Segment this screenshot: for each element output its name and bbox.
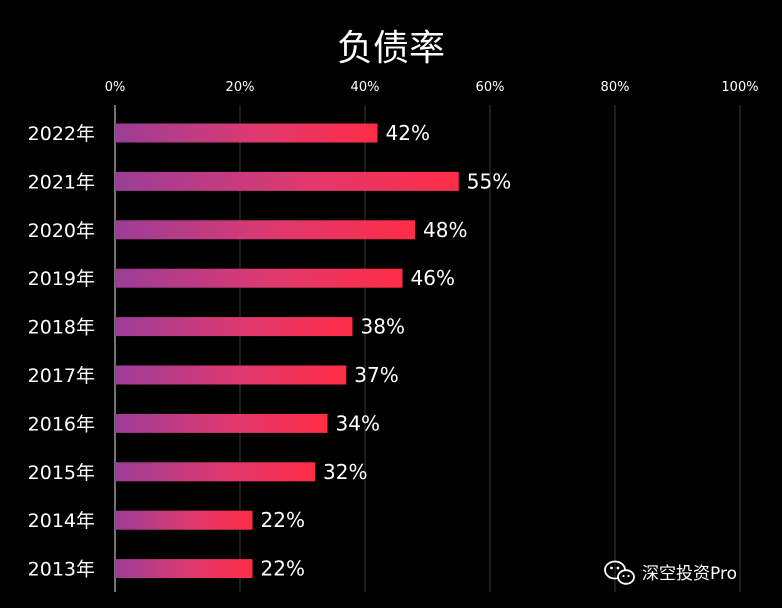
bars — [115, 123, 459, 579]
category-label: 2017年 — [28, 365, 95, 387]
data-label: 32% — [323, 460, 367, 484]
bar — [115, 220, 415, 240]
category-label: 2014年 — [28, 510, 95, 532]
bar — [115, 123, 378, 143]
category-label: 2022年 — [28, 123, 95, 145]
x-axis-ticks: 0% 20% 40% 60% 80% 100% — [105, 80, 759, 95]
x-tick-label: 100% — [721, 80, 758, 95]
bar — [115, 365, 347, 385]
data-label: 34% — [336, 411, 380, 435]
data-label: 22% — [261, 508, 305, 532]
data-label: 55% — [467, 169, 511, 193]
x-tick-label: 40% — [351, 80, 380, 95]
wechat-icon — [604, 560, 635, 585]
category-label: 2020年 — [28, 220, 95, 242]
bar — [115, 268, 403, 288]
data-label: 42% — [386, 121, 430, 145]
bar — [115, 559, 253, 579]
bar — [115, 462, 315, 482]
data-label: 37% — [354, 363, 398, 387]
bar — [115, 317, 353, 337]
category-labels: 2022年 2021年 2020年 2019年 2018年 2017年 2016年 2015年… — [28, 123, 95, 581]
bar — [115, 171, 459, 191]
data-label: 46% — [411, 266, 455, 290]
bar — [115, 413, 328, 433]
bar — [115, 510, 253, 530]
category-label: 2021年 — [28, 171, 95, 193]
data-label: 38% — [361, 315, 405, 339]
x-tick-label: 80% — [601, 80, 630, 95]
x-tick-label: 20% — [226, 80, 255, 95]
chart-title: 负债率 — [337, 28, 445, 69]
x-tick-label: 60% — [476, 80, 505, 95]
category-label: 2016年 — [28, 413, 95, 435]
data-label: 48% — [423, 218, 467, 242]
category-label: 2013年 — [28, 559, 95, 581]
data-labels: 42% 55% 48% 46% 38% 37% 34% 32% 22% 22% — [261, 121, 512, 581]
category-label: 2015年 — [28, 462, 95, 484]
watermark: 深空投资Pro — [604, 560, 737, 585]
x-tick-label: 0% — [105, 80, 126, 95]
data-label: 22% — [261, 557, 305, 581]
category-label: 2019年 — [28, 268, 95, 290]
watermark-text: 深空投资Pro — [642, 564, 737, 584]
category-label: 2018年 — [28, 317, 95, 339]
